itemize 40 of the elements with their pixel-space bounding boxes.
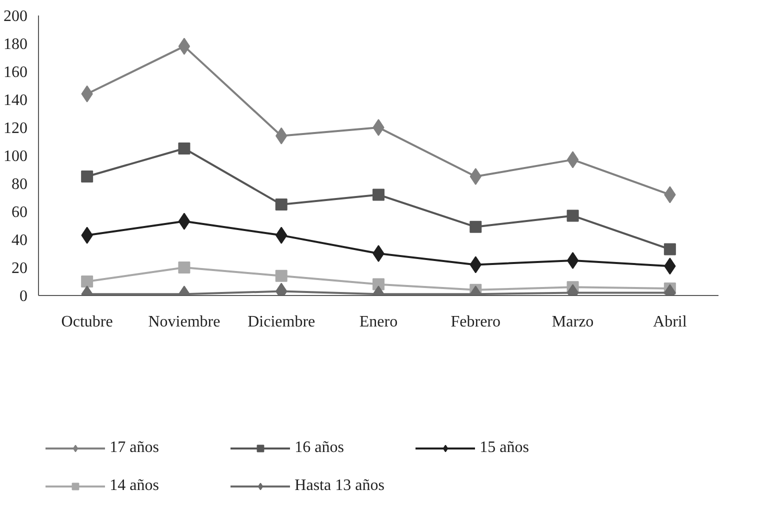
legend-label: 17 años (110, 438, 160, 456)
x-tick-label: Diciembre (248, 314, 316, 330)
point (275, 198, 288, 210)
point (178, 38, 190, 55)
y-tick-label: 140 (4, 92, 28, 109)
y-tick-label: 200 (4, 8, 28, 25)
point (275, 270, 288, 282)
x-tick-label: Enero (359, 314, 398, 330)
y-tick-label: 120 (4, 120, 28, 137)
y-tick-label: 80 (12, 176, 28, 193)
x-tick-label: Noviembre (148, 314, 220, 330)
y-tick-label: 40 (12, 232, 28, 249)
point (470, 168, 482, 185)
point (664, 243, 676, 256)
point (81, 170, 94, 182)
legend-label: 14 años (110, 476, 160, 494)
y-tick-label: 160 (4, 64, 28, 81)
y-tick-label: 0 (20, 288, 28, 305)
point (372, 245, 384, 262)
x-tick-label: Febrero (450, 314, 501, 330)
point (470, 220, 482, 233)
point (178, 142, 190, 154)
y-tick-label: 20 (12, 260, 28, 277)
point (372, 119, 384, 136)
legend-label: Hasta 13 años (294, 476, 386, 494)
point (178, 262, 190, 274)
point (566, 210, 579, 222)
x-tick-label: Octubre (61, 314, 113, 330)
y-tick-label: 60 (12, 204, 28, 221)
y-tick-label: 100 (4, 148, 28, 165)
x-tick-label: Abril (653, 314, 688, 330)
point (566, 252, 579, 269)
x-tick-label: Marzo (552, 314, 594, 330)
legend-label: 15 años (480, 438, 530, 456)
point (372, 188, 384, 201)
point (81, 276, 94, 288)
point (178, 212, 190, 230)
point (566, 151, 579, 168)
legend-label: 16 años (294, 438, 345, 456)
y-tick-label: 180 (4, 36, 28, 53)
